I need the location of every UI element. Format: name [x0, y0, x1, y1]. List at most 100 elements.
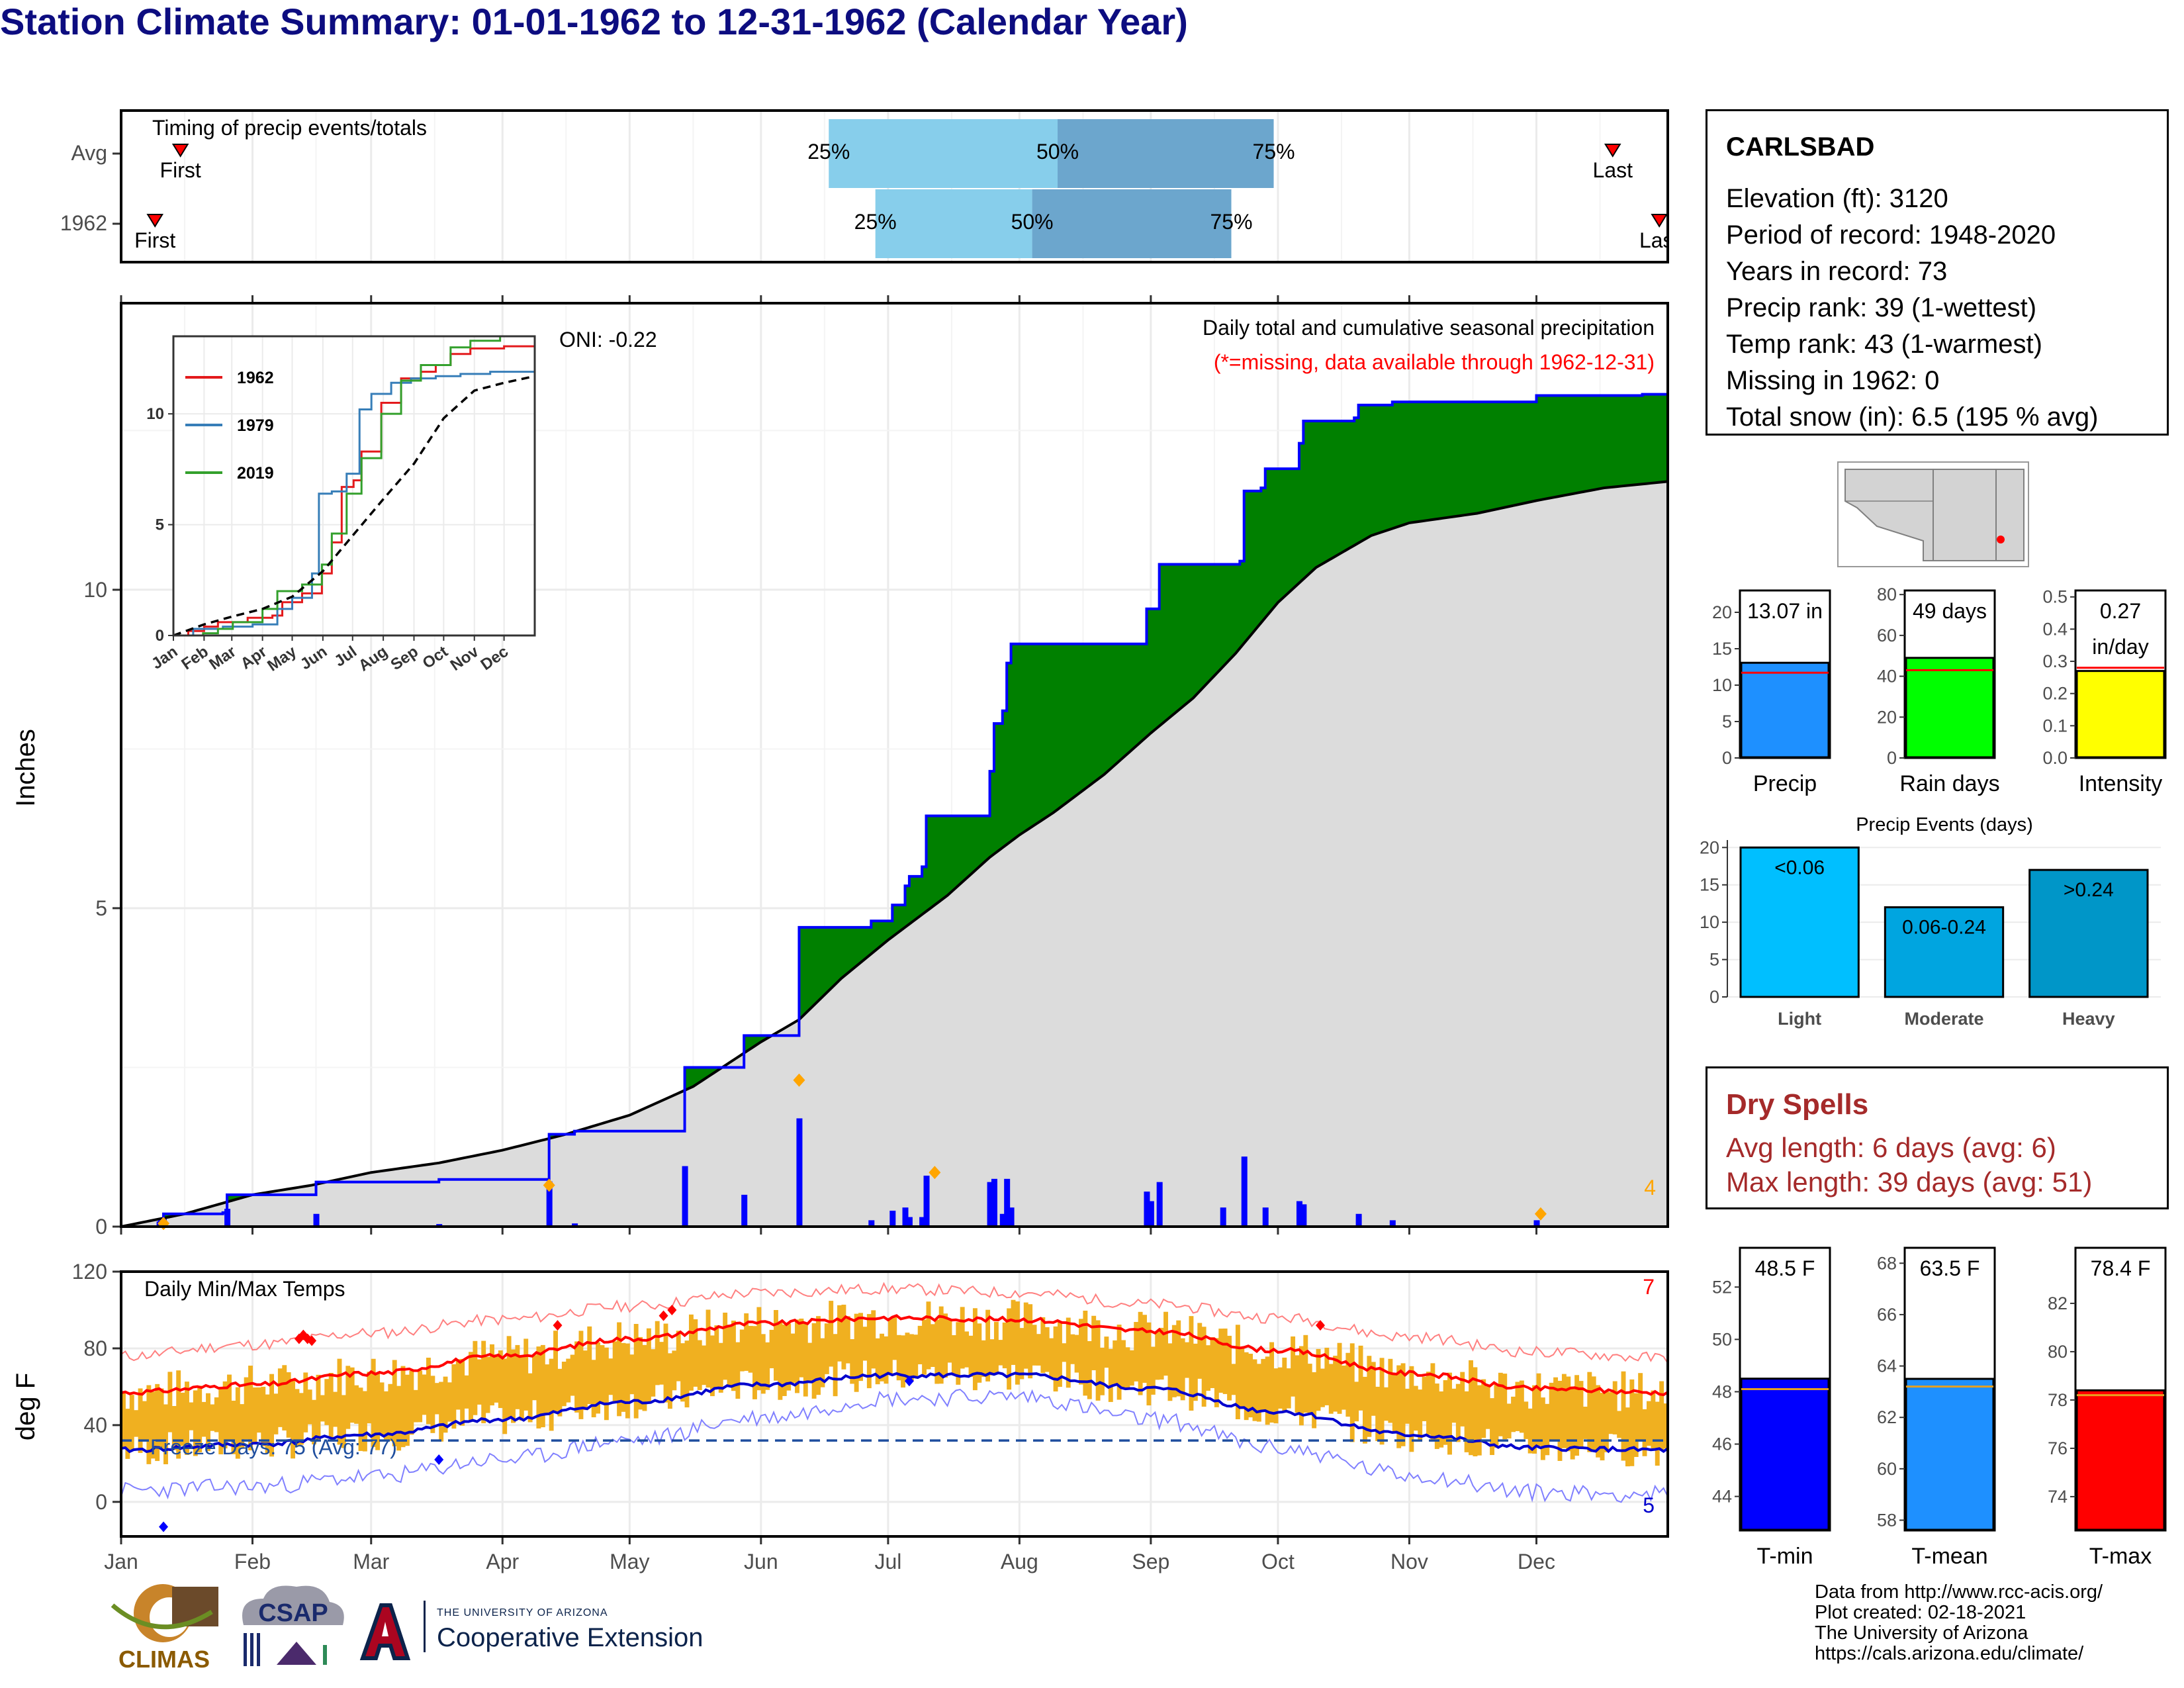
daily-temp-range-bar [782, 1325, 787, 1396]
daily-temp-range-bar [1451, 1388, 1457, 1423]
daily-temp-range-bar [150, 1391, 156, 1459]
daily-temp-range-bar [1113, 1340, 1118, 1384]
above-average-fill [1291, 469, 1296, 591]
record-hot-marker [298, 1329, 308, 1340]
timing-quartile-label: 75% [1210, 210, 1252, 234]
above-average-fill [901, 905, 906, 931]
daily-temp-range-bar [947, 1320, 952, 1363]
daily-temp-range-bar [633, 1324, 639, 1419]
average-max-temp-line [120, 1314, 1669, 1397]
above-average-fill [1134, 643, 1139, 749]
daily-temp-range-bar [1176, 1320, 1181, 1397]
above-average-fill [1460, 402, 1465, 516]
month-label: Jun [744, 1550, 778, 1573]
summary-y-tick-label: 40 [1877, 667, 1897, 686]
daily-temp-range-bar [1269, 1342, 1275, 1423]
above-average-fill [1439, 402, 1444, 519]
above-average-fill [845, 927, 850, 975]
daily-temp-range-bar [426, 1358, 431, 1425]
above-average-fill [1337, 420, 1342, 555]
temp-y-tick-label: 40 [83, 1413, 107, 1437]
daily-temp-range-bar [1349, 1343, 1355, 1442]
daily-temp-range-bar [795, 1319, 799, 1393]
daily-temp-range-bar [1180, 1338, 1185, 1401]
daily-temp-range-bar [1019, 1328, 1024, 1380]
daily-temp-range-bar [1265, 1356, 1270, 1425]
daily-precip-bar [224, 1209, 231, 1227]
above-average-fill [1388, 404, 1393, 530]
daily-temp-range-bar [1185, 1342, 1189, 1378]
daily-temp-range-bar [312, 1399, 317, 1444]
summary-y-tick-label: 68 [1877, 1253, 1897, 1273]
daily-temp-range-bar [295, 1389, 300, 1447]
daily-temp-range-bar [1375, 1386, 1381, 1441]
record-min-line [120, 1388, 1668, 1503]
daily-temp-range-bar [163, 1404, 168, 1464]
above-average-fill [1604, 395, 1609, 488]
cum-y-axis-label: Inches [11, 729, 40, 807]
daily-temp-range-bar [1079, 1319, 1083, 1385]
daily-temp-range-bar [404, 1374, 410, 1446]
above-average-fill [1295, 469, 1300, 587]
above-average-fill [1328, 420, 1334, 561]
daily-temp-range-bar [447, 1382, 452, 1422]
daily-temp-range-bar [171, 1406, 177, 1450]
above-average-fill [1473, 402, 1478, 514]
above-average-fill [227, 1194, 232, 1202]
daily-temp-range-bar [1100, 1347, 1105, 1395]
daily-temp-range-bar [549, 1358, 554, 1431]
daily-temp-range-bar [875, 1338, 880, 1385]
daily-temp-range-bar [235, 1387, 240, 1459]
above-average-fill [1095, 643, 1101, 781]
cum-y-tick-label: 5 [95, 896, 107, 920]
record-hot-marker [1315, 1320, 1325, 1331]
above-average-fill [1303, 420, 1308, 579]
daily-precip-bar [1148, 1201, 1154, 1227]
daily-temp-range-bar [1345, 1352, 1351, 1417]
daily-temp-range-bar [1201, 1327, 1206, 1407]
daily-temp-range-bar [1058, 1321, 1062, 1387]
above-average-fill [1621, 395, 1626, 487]
daily-temp-range-bar [159, 1388, 164, 1450]
ua-small-text: THE UNIVERSITY OF ARIZONA [437, 1607, 608, 1618]
above-average-fill [913, 876, 919, 921]
daily-temp-range-bar [1298, 1346, 1304, 1426]
above-average-fill [1574, 395, 1580, 494]
dry-spells-title: Dry Spells [1726, 1088, 1869, 1121]
daily-temp-range-bar [409, 1370, 414, 1435]
above-average-fill [1511, 402, 1516, 506]
summary-y-tick-label: 78 [2048, 1390, 2068, 1410]
daily-temp-range-bar [494, 1354, 499, 1403]
station-info-panel: CARLSBAD Elevation (ft): 3120 Period of r… [1706, 109, 2169, 436]
daily-temp-range-bar [587, 1326, 592, 1405]
daily-temp-range-bar [460, 1358, 465, 1426]
daily-temp-range-bar [829, 1301, 834, 1367]
above-average-fill [1079, 643, 1084, 794]
above-average-fill [807, 927, 813, 1011]
daily-temp-range-bar [803, 1322, 808, 1397]
above-average-fill [1214, 564, 1219, 676]
summary-value-label: 49 days [1913, 599, 1987, 623]
daily-temp-range-bar [430, 1376, 435, 1433]
above-average-fill [1582, 395, 1588, 492]
daily-temp-range-bar [1354, 1382, 1359, 1422]
summary-y-tick-label: 10 [1712, 675, 1732, 695]
daily-temp-range-bar [1430, 1363, 1435, 1441]
daily-temp-range-bar [477, 1359, 482, 1405]
footer-line: Data from http://www.rcc-acis.org/ [1815, 1581, 2103, 1603]
daily-temp-range-bar [960, 1307, 965, 1369]
daily-temp-range-bar [1320, 1368, 1325, 1407]
daily-temp-range-bar [256, 1387, 261, 1433]
daily-temp-range-bar [922, 1319, 927, 1375]
daily-temp-range-bar [540, 1344, 545, 1428]
daily-temp-range-bar [993, 1321, 999, 1374]
daily-precip-bar [991, 1178, 997, 1227]
record-cold-marker [434, 1454, 444, 1466]
daily-temp-range-bar [909, 1334, 914, 1382]
daily-temp-range-bar [1295, 1355, 1300, 1413]
daily-temp-range-bar [341, 1395, 346, 1448]
dry-spells-panel: Dry Spells Avg length: 6 days (avg: 6) M… [1706, 1066, 2169, 1209]
daily-temp-range-bar [951, 1335, 956, 1376]
daily-precip-bar [1241, 1156, 1248, 1227]
daily-temp-range-bar [774, 1309, 778, 1381]
